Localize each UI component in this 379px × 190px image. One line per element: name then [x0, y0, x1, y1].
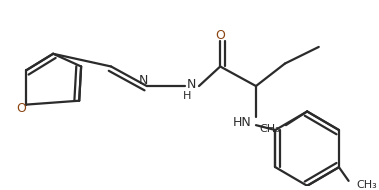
Text: N: N	[186, 78, 196, 91]
Text: H: H	[183, 91, 191, 101]
Text: CH₃: CH₃	[259, 124, 280, 134]
Text: O: O	[215, 29, 225, 42]
Text: CH₃: CH₃	[356, 180, 377, 190]
Text: N: N	[139, 74, 149, 87]
Text: HN: HN	[233, 116, 252, 129]
Text: O: O	[16, 102, 26, 115]
